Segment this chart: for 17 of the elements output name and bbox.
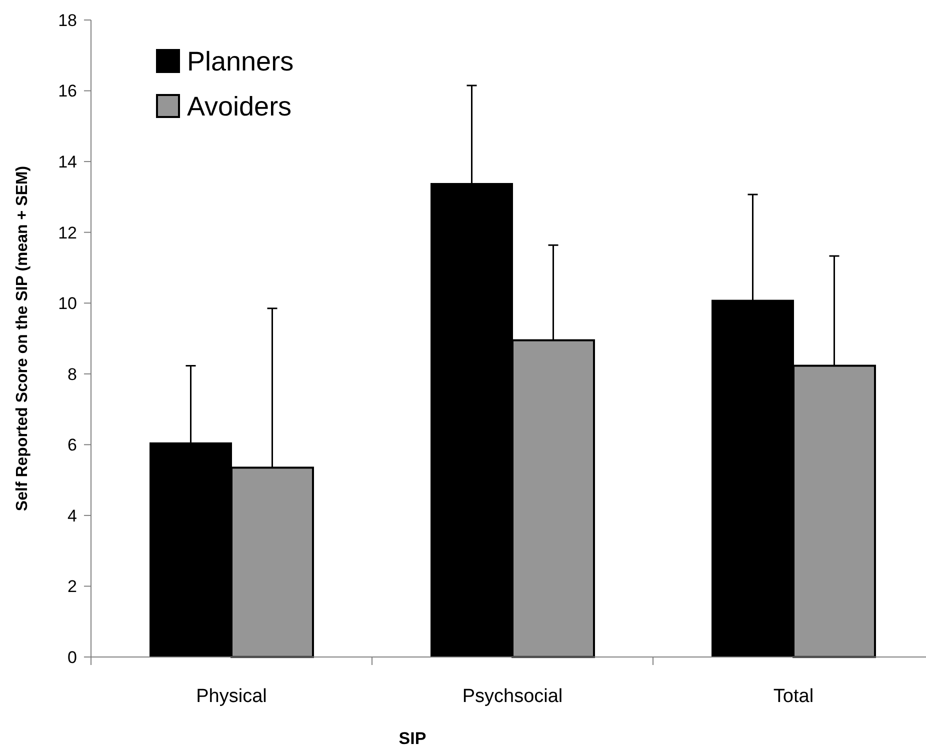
y-tick-label: 0	[68, 648, 77, 667]
y-tick-label: 10	[58, 294, 77, 314]
y-tick-label: 6	[68, 436, 77, 455]
x-tick-label: Physical	[196, 686, 267, 707]
y-tick-label: 12	[58, 223, 77, 242]
y-axis-title: Self Reported Score on the SIP (mean + SEM)	[14, 166, 31, 512]
legend-label: Planners	[187, 46, 294, 76]
x-axis-title: SIP	[398, 729, 426, 748]
legend-label: Avoiders	[187, 91, 292, 122]
y-tick-label: 16	[58, 82, 77, 101]
y-tick-label: 14	[58, 152, 77, 172]
x-tick-label: Total	[773, 686, 814, 707]
y-tick-label: 8	[68, 364, 77, 384]
y-tick-label: 18	[58, 10, 77, 30]
y-tick-label: 2	[68, 577, 77, 596]
y-tick-label: 4	[68, 506, 77, 526]
x-tick-label: Psychsocial	[462, 686, 563, 707]
